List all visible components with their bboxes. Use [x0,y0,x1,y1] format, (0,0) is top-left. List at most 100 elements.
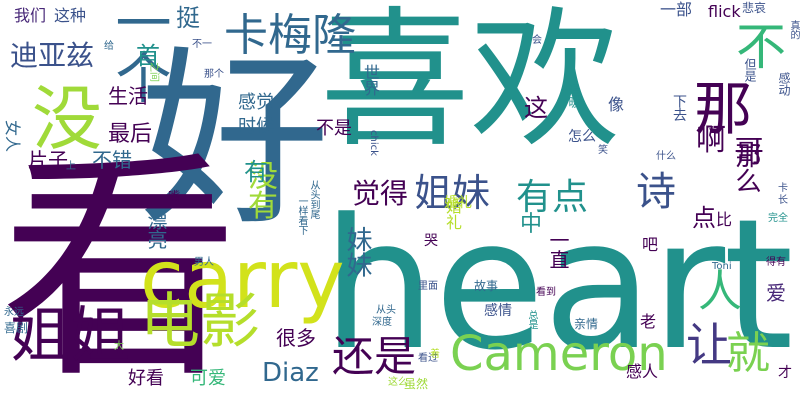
word: 上 [66,161,76,172]
word: 有点 [516,177,589,218]
word: 怎么 [568,129,596,145]
word: 一直 [546,230,570,270]
word: 有 [244,158,268,186]
word: 不一 [192,39,212,50]
word: chick [368,130,379,156]
word: Toni [712,261,732,272]
word: 里面 [418,281,438,292]
word: 长 [778,195,788,206]
word: 永远 [4,307,24,318]
word: 可爱 [190,368,226,389]
word: 没 [32,78,102,160]
word: 老 [640,312,657,331]
word: 总是 [526,310,537,330]
word: 看过 [418,353,438,364]
word: 比 [716,210,733,229]
word: 才 [778,365,792,381]
word: 漂亮 [144,210,168,250]
word: 吧 [639,236,658,252]
word: 时候 [238,116,274,137]
word: 不错 [92,148,132,172]
word: 姐妹 [414,171,491,215]
word: 一部 [660,0,693,19]
word: 男人 [194,257,214,268]
word: 从头到尾 [308,180,319,220]
word: 感动 [777,72,791,96]
word: 一个 [106,0,171,104]
word: 这 [524,94,548,122]
word: 女人 [3,120,22,153]
word: 完全 [768,213,788,224]
word: 会 [532,35,542,46]
word: 就 [726,328,770,379]
word: 好 [140,30,331,251]
word: 挺 [176,4,200,32]
word: 那 [694,75,753,143]
word: 婚礼 [443,198,462,230]
word: 点 [692,204,716,232]
word: 什么 [656,151,676,162]
word: 姐姐 [10,301,130,371]
word: 感觉 [238,92,274,113]
word: 没有 [242,160,277,219]
word: 还是 [332,332,417,381]
word: 我们 [14,6,47,25]
word: 人 [698,266,742,317]
word: 虽然 [404,377,429,391]
word: 最后 [108,122,153,147]
word: 哥 [734,135,764,170]
word: 电影 [140,287,260,357]
word: 从头 [376,305,396,316]
word: 不 [728,20,786,69]
word: 生活 [108,84,148,108]
word: 迪亚兹 [10,39,95,72]
word: 之间 [148,62,159,82]
word: 卡梅隆 [224,10,356,61]
word: 首 [136,42,160,70]
word: 啊 [696,123,726,158]
word: 感情 [484,303,512,319]
word: 不是 [316,118,352,139]
word: 妹妹 [342,226,372,277]
word: 深度 [372,317,392,328]
word: 一样看下 [296,196,307,236]
word: 亲情 [574,317,599,331]
word: flick [708,2,741,21]
word: 让 [686,318,732,372]
word: 卡 [778,183,788,194]
word: 大 [114,341,124,352]
word: 笑 [598,145,608,156]
word: 看 [0,130,241,400]
word: Diaz [262,358,319,388]
word: 诗 [636,169,676,215]
word: 真的 [788,20,799,40]
word: 这种 [54,6,87,25]
word: 那么 [731,142,761,193]
word: 很多 [276,326,316,350]
word: 这么 [388,377,408,388]
word: 婚礼 [444,195,472,211]
word: 像 [605,96,624,112]
word: carry [140,233,345,326]
word: 看到 [536,287,556,298]
word: 悲哀 [742,1,767,15]
word: 片子 [28,148,68,172]
word: Cameron [450,326,668,382]
word: 世界 [361,64,380,96]
word: 喜剧 [4,321,29,335]
word: 嘴 [168,189,181,203]
word: 下去 [671,94,687,122]
word: 中 [520,212,543,237]
word: 得有 [766,257,786,268]
word: 喜欢 [320,0,621,168]
word: 温暖 [567,84,581,108]
word: 但是 [743,58,757,82]
word: 爱 [766,281,786,305]
word: heart [322,181,794,390]
word: 给 [104,41,114,52]
word: 着 [430,349,440,360]
word: 那个 [204,69,224,80]
word: 好看 [128,368,164,389]
word: 故事 [474,279,499,293]
